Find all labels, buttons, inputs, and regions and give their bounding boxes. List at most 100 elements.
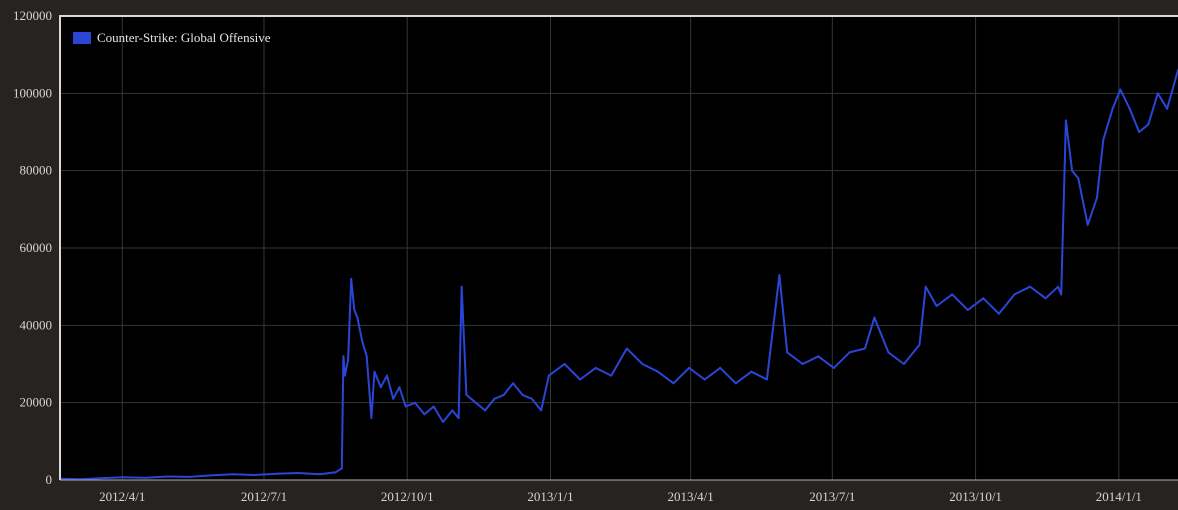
- x-tick-label: 2013/10/1: [949, 489, 1002, 504]
- data-point: [122, 476, 125, 479]
- data-point: [935, 305, 938, 307]
- data-point: [1086, 223, 1089, 226]
- data-point: [451, 409, 454, 412]
- data-point: [832, 366, 835, 369]
- data-point: [188, 475, 191, 478]
- data-point: [530, 397, 533, 400]
- data-point: [656, 370, 659, 373]
- data-point: [460, 285, 463, 288]
- data-point: [365, 355, 368, 358]
- data-point: [297, 472, 300, 474]
- data-point: [373, 370, 376, 373]
- data-point: [502, 393, 505, 396]
- y-tick-label: 80000: [20, 163, 53, 178]
- data-point: [474, 401, 477, 404]
- x-tick-label: 2013/1/1: [527, 489, 573, 504]
- data-point: [392, 397, 395, 400]
- data-point: [334, 471, 337, 474]
- data-point: [641, 363, 644, 365]
- data-point: [1147, 123, 1150, 126]
- data-point: [1060, 293, 1063, 296]
- data-point: [966, 308, 969, 311]
- data-point: [1156, 92, 1159, 95]
- data-point: [423, 413, 426, 416]
- x-tick-label: 2013/7/1: [809, 489, 855, 504]
- data-point: [404, 405, 407, 408]
- legend-label: Counter-Strike: Global Offensive: [97, 30, 271, 45]
- data-point: [1166, 107, 1169, 110]
- data-point: [1111, 107, 1114, 110]
- data-point: [1102, 138, 1105, 141]
- data-point: [703, 378, 706, 381]
- data-point: [386, 374, 388, 377]
- x-tick-label: 2014/1/1: [1096, 489, 1142, 504]
- data-point: [414, 401, 416, 404]
- data-point: [918, 343, 921, 346]
- data-point: [1138, 131, 1141, 133]
- data-point: [594, 366, 597, 369]
- x-tick-label: 2013/4/1: [668, 489, 714, 504]
- data-point: [873, 316, 876, 319]
- legend: Counter-Strike: Global Offensive: [73, 30, 271, 45]
- data-point: [379, 386, 382, 389]
- data-point: [1044, 297, 1047, 300]
- y-tick-label: 20000: [20, 395, 53, 410]
- data-point: [786, 351, 789, 354]
- series-points: [59, 69, 1178, 481]
- y-tick-label: 40000: [20, 317, 53, 332]
- data-point: [484, 409, 487, 412]
- data-point: [1064, 119, 1067, 122]
- data-point: [982, 297, 985, 300]
- data-point: [101, 477, 103, 480]
- data-point: [540, 409, 543, 412]
- data-point: [864, 347, 866, 350]
- data-point: [210, 474, 212, 477]
- data-point: [672, 382, 675, 385]
- data-point: [319, 473, 321, 476]
- data-point: [370, 417, 373, 420]
- data-point: [719, 366, 722, 369]
- data-point: [750, 370, 753, 373]
- y-tick-label: 0: [46, 472, 53, 487]
- data-point: [347, 359, 350, 362]
- data-point: [848, 351, 851, 354]
- data-point: [356, 316, 359, 319]
- data-point: [734, 382, 737, 385]
- data-point: [688, 366, 691, 369]
- x-tick-label: 2012/7/1: [241, 489, 287, 504]
- data-point: [610, 374, 613, 377]
- data-point: [166, 475, 169, 478]
- data-point: [465, 393, 468, 396]
- data-point: [579, 378, 582, 381]
- data-point: [353, 308, 356, 311]
- y-tick-label: 120000: [13, 8, 52, 23]
- data-point: [778, 274, 781, 277]
- y-axis-ticks: 0 20000 40000 60000 80000 100000 120000: [13, 8, 52, 487]
- data-point: [231, 473, 234, 476]
- data-point: [1119, 88, 1122, 91]
- y-tick-label: 100000: [13, 85, 52, 100]
- data-point: [521, 393, 524, 396]
- data-point: [340, 467, 343, 470]
- data-point: [457, 417, 460, 420]
- data-point: [997, 312, 1000, 315]
- data-point: [1057, 285, 1060, 288]
- data-point: [1096, 196, 1098, 199]
- data-point: [253, 474, 256, 476]
- data-point: [1128, 107, 1131, 110]
- data-point: [432, 405, 435, 408]
- data-point: [951, 293, 954, 296]
- data-point: [350, 277, 353, 280]
- data-point: [924, 285, 927, 288]
- data-point: [547, 374, 550, 377]
- data-point: [801, 363, 804, 365]
- x-axis-ticks: 2012/4/1 2012/7/1 2012/10/1 2013/1/1 2013/4/…: [99, 489, 1142, 504]
- data-point: [398, 386, 401, 389]
- data-point: [625, 347, 628, 350]
- data-point: [887, 351, 890, 354]
- data-point: [1077, 177, 1080, 180]
- data-point: [765, 378, 768, 381]
- plot-frame: [59, 15, 1178, 480]
- data-point: [275, 472, 278, 475]
